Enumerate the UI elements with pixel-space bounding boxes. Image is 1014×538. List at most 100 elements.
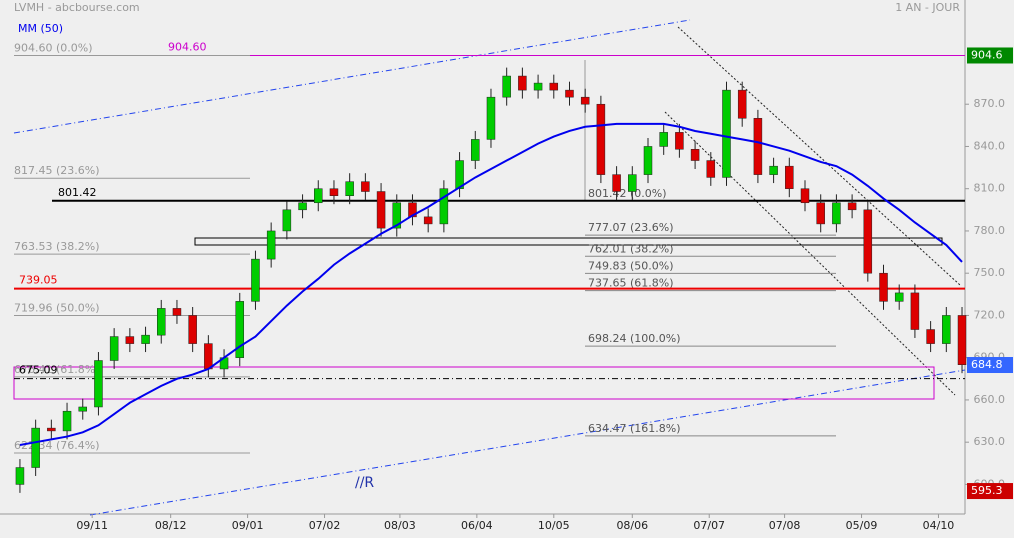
candle-body	[659, 132, 668, 147]
candle-body	[832, 202, 841, 225]
candle-body	[94, 360, 103, 408]
x-tick-label: 09/01	[232, 519, 264, 532]
fib-label: 737.65 (61.8%)	[588, 277, 674, 290]
fib-label: 749.83 (50.0%)	[588, 259, 674, 272]
channel-line	[89, 369, 966, 516]
x-tick-label: 06/04	[461, 519, 493, 532]
x-tick-label: 08/06	[616, 519, 648, 532]
y-tick-label: 780.0	[974, 224, 1006, 237]
candle-body	[549, 82, 559, 91]
candle-body	[314, 188, 323, 204]
candle-body	[109, 336, 119, 361]
candle-body	[785, 165, 794, 189]
candle-body	[47, 427, 56, 432]
y-tick-label: 750.0	[974, 266, 1006, 279]
fib-label: 762.01 (38.2%)	[588, 242, 674, 255]
candle-body	[282, 209, 292, 232]
candle-body	[251, 258, 260, 302]
candle-body	[172, 308, 182, 316]
candle-body	[62, 410, 72, 432]
level-label: 675.09	[19, 364, 58, 377]
candle-body	[266, 230, 276, 260]
candle-body	[298, 202, 307, 211]
candle-body	[502, 75, 511, 98]
zone-box	[13, 366, 935, 400]
candle-body	[423, 216, 433, 225]
fib-label: 801.42 (0.0%)	[588, 187, 667, 200]
fib-label: 777.07 (23.6%)	[588, 221, 674, 234]
candle-body	[78, 406, 87, 412]
candle-body	[455, 160, 464, 189]
fib-label: 622.34 (76.4%)	[14, 439, 100, 452]
fib-label: 698.24 (100.0%)	[588, 332, 681, 345]
candle-body	[392, 202, 402, 229]
level-label: 739.05	[19, 274, 58, 287]
candle-body	[188, 315, 197, 344]
fib-label: 719.96 (50.0%)	[14, 301, 100, 314]
price-tag	[967, 357, 1013, 374]
candle-body	[942, 315, 951, 344]
candle-body	[157, 308, 166, 336]
candle-body	[376, 191, 386, 229]
x-tick-label: 05/09	[846, 519, 878, 532]
y-tick-label: 870.0	[974, 97, 1006, 110]
candle-body	[926, 329, 935, 344]
candle-body	[722, 89, 731, 178]
moving-average	[19, 122, 963, 446]
candle-body	[439, 188, 449, 225]
candle-body	[580, 96, 590, 105]
fib-label: 634.47 (161.8%)	[588, 422, 681, 435]
candle-body	[690, 149, 700, 161]
annotation: //R	[355, 475, 374, 491]
x-tick-label: 07/07	[693, 519, 725, 532]
price-tag	[967, 483, 1013, 500]
candle-body	[596, 103, 606, 175]
candle-body	[737, 89, 747, 119]
price-tag-label: 684.8	[971, 358, 1003, 371]
y-tick-label: 810.0	[974, 182, 1006, 195]
candle-body	[612, 174, 621, 192]
period: 1 AN - JOUR	[895, 1, 960, 14]
level-label: 801.42	[58, 186, 97, 199]
channel-line	[13, 19, 691, 134]
candle-body	[753, 118, 763, 175]
candle-body	[533, 82, 543, 91]
candle-body	[863, 209, 873, 274]
candle-body	[408, 202, 417, 218]
fib-label: 817.45 (23.6%)	[14, 164, 100, 177]
candle-body	[204, 343, 213, 370]
candle-body	[329, 188, 339, 196]
candle-body	[879, 272, 888, 302]
price-tag	[967, 47, 1013, 64]
x-tick-label: 10/05	[538, 519, 570, 532]
candle-body	[486, 96, 496, 140]
chart-title: LVMH - abcbourse.com	[14, 1, 140, 14]
level-label: 904.60	[168, 40, 207, 53]
candle-body	[565, 89, 574, 98]
candle-body	[345, 181, 354, 196]
x-tick-label: 07/02	[309, 519, 341, 532]
fib-label: 676.41 (61.8%)	[14, 363, 100, 376]
fib-label: 904.60 (0.0%)	[14, 41, 93, 54]
y-tick-label: 840.0	[974, 139, 1006, 152]
candle-body	[847, 202, 857, 211]
y-tick-label: 630.0	[974, 435, 1006, 448]
candle-body	[643, 146, 653, 175]
x-tick-label: 08/03	[384, 519, 416, 532]
candle-body	[800, 188, 810, 204]
candle-body	[141, 334, 150, 344]
candle-body	[706, 160, 716, 178]
price-tag-label: 904.6	[971, 48, 1003, 61]
candle-body	[628, 174, 637, 192]
candle-body	[894, 292, 904, 302]
price-tag-label: 595.3	[971, 484, 1003, 497]
y-tick-label: 720.0	[974, 308, 1006, 321]
candle-body	[471, 139, 480, 161]
candle-body	[361, 181, 370, 192]
x-tick-label: 08/12	[155, 519, 187, 532]
y-tick-label: 660.0	[974, 393, 1006, 406]
candle-body	[235, 301, 245, 358]
candle-body	[675, 132, 684, 150]
candle-body	[518, 75, 527, 91]
